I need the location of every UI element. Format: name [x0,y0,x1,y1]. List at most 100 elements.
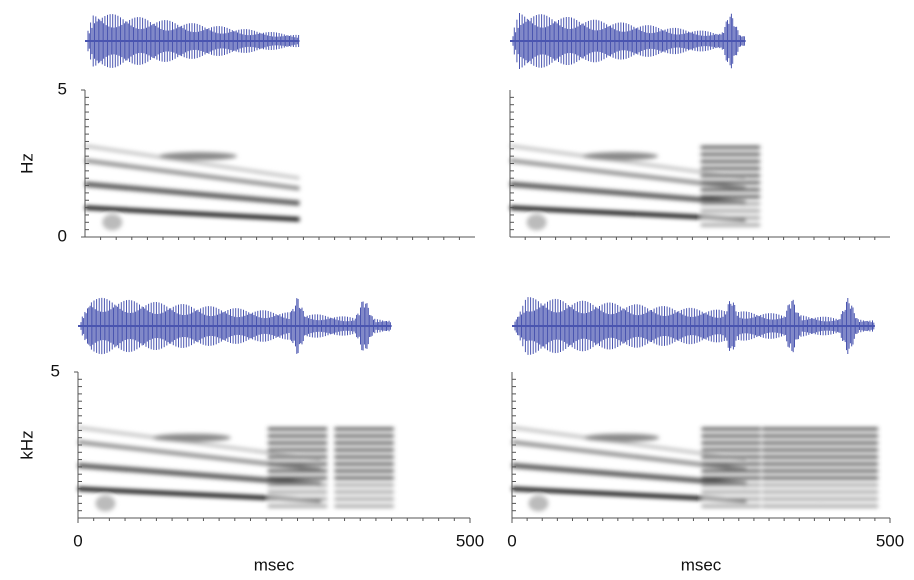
burst-band [700,145,761,149]
waveform [85,14,300,68]
burst-band [267,448,328,452]
burst-band [701,455,762,459]
formant [159,152,238,161]
harmonic [511,425,747,462]
burst-band [701,434,762,438]
y-tick-label: 0 [58,226,67,245]
burst-band [700,152,761,156]
spectrogram [509,144,761,231]
formant [102,214,123,231]
burst-band [334,469,395,473]
burst-band [700,216,761,220]
burst-band [701,462,762,466]
spectrogram [84,144,300,231]
burst-band [267,469,328,473]
formant [583,433,660,442]
burst-band [267,462,328,466]
burst-band [267,483,328,487]
harmonic [511,462,747,487]
burst-band [334,504,395,508]
burst-band [267,455,328,459]
burst-band [334,427,395,431]
burst-band [701,441,762,445]
burst-band [761,455,822,459]
harmonic [509,144,746,180]
burst-band [761,490,822,494]
harmonic [84,205,300,222]
harmonic [84,181,300,206]
burst-band [761,427,822,431]
waveform [510,12,746,70]
x-axis-label: msec [681,555,722,574]
x-tick-label: 500 [456,531,484,550]
burst-band [701,476,762,480]
burst-band [334,497,395,501]
burst-band [700,159,761,163]
y-axis-label: kHz [17,430,36,459]
burst-band [334,483,395,487]
spectrogram [511,425,879,512]
harmonic [84,158,300,191]
burst-band [700,209,761,213]
y-axis-label: Hz [17,153,36,174]
burst-band [700,202,761,206]
burst-band [818,497,879,501]
formant [152,433,231,442]
burst-band [334,434,395,438]
harmonic [77,425,322,462]
waveform [78,297,392,355]
y-tick-label: 5 [58,79,67,98]
burst-band [818,462,879,466]
burst-band [761,497,822,501]
panel [509,12,890,240]
burst-band [701,427,762,431]
formant [526,214,547,231]
burst-band [267,476,328,480]
burst-band [267,441,328,445]
panel: 5 kHz 0 500 msec [17,297,484,574]
burst-band [818,441,879,445]
burst-band [818,483,879,487]
burst-band [334,476,395,480]
burst-band [818,469,879,473]
burst-band [334,441,395,445]
burst-band [267,497,328,501]
burst-band [700,167,761,171]
burst-band [334,455,395,459]
harmonic [77,462,322,487]
panel: 0 500 msec [507,297,904,574]
formant [528,495,549,512]
panel: 0 5 Hz [17,14,475,245]
burst-band [267,490,328,494]
burst-band [761,462,822,466]
burst-band [761,504,822,508]
y-tick-label: 5 [51,361,60,380]
formant [95,495,116,512]
burst-band [701,448,762,452]
burst-band [761,434,822,438]
burst-band [761,469,822,473]
burst-band [267,427,328,431]
burst-band [700,223,761,227]
burst-band [818,504,879,508]
burst-band [334,462,395,466]
waveform [512,297,875,355]
x-axis-label: msec [254,555,295,574]
burst-band [818,434,879,438]
burst-band [818,427,879,431]
burst-band [701,497,762,501]
burst-band [267,504,328,508]
burst-band [761,476,822,480]
formant [582,152,659,161]
burst-band [701,469,762,473]
harmonic [84,144,300,180]
burst-band [701,490,762,494]
burst-band [761,483,822,487]
burst-band [334,490,395,494]
burst-band [701,504,762,508]
burst-band [818,448,879,452]
x-tick-label: 0 [507,531,516,550]
x-tick-label: 0 [73,531,82,550]
burst-band [701,483,762,487]
